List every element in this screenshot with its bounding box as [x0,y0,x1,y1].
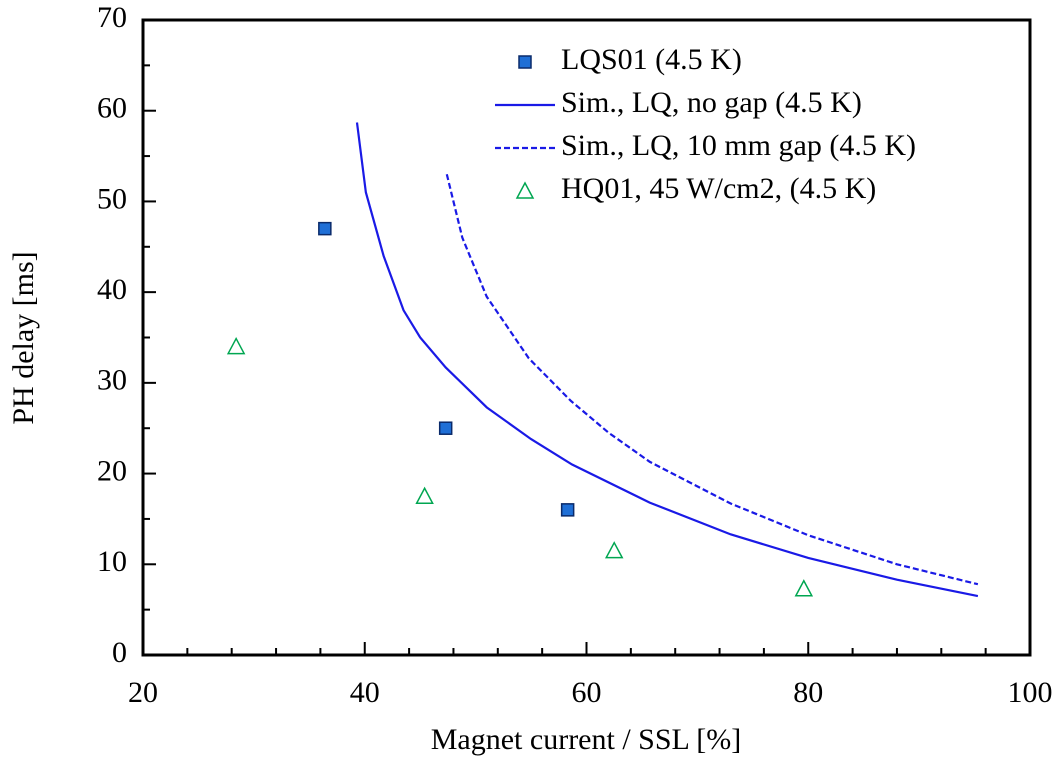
triangle-marker [226,336,246,355]
legend-label: LQS01 (4.5 K) [561,43,742,76]
x-tick-label: 40 [350,676,380,709]
legend-label: Sim., LQ, 10 mm gap (4.5 K) [561,129,916,162]
legend-label: Sim., LQ, no gap (4.5 K) [561,86,862,119]
y-tick-label: 70 [97,1,127,34]
x-tick-label: 100 [1008,676,1053,709]
triangle-marker [604,541,624,559]
y-axis-label: PH delay [ms] [7,251,40,424]
legend-marker [515,181,535,199]
y-tick-label: 10 [97,545,127,578]
x-tick-label: 80 [793,676,823,709]
y-tick-label: 60 [97,92,127,125]
y-tick-label: 0 [112,636,127,669]
sim-line [445,173,979,586]
square-marker [318,221,332,236]
legend-marker [518,55,532,69]
x-tick-label: 20 [128,676,158,709]
y-tick-label: 20 [97,454,127,487]
x-tick-label: 60 [572,676,602,709]
y-tick-label: 50 [97,182,127,215]
y-tick-label: 30 [97,364,127,397]
triangle-marker [415,486,434,504]
triangle-marker [794,579,814,597]
legend-label: HQ01, 45 W/cm2, (4.5 K) [561,172,876,205]
y-tick-label: 40 [97,273,127,306]
square-marker [560,503,575,517]
square-marker [438,421,453,435]
x-axis-label: Magnet current / SSL [%] [431,723,741,756]
sim-line [355,122,979,598]
